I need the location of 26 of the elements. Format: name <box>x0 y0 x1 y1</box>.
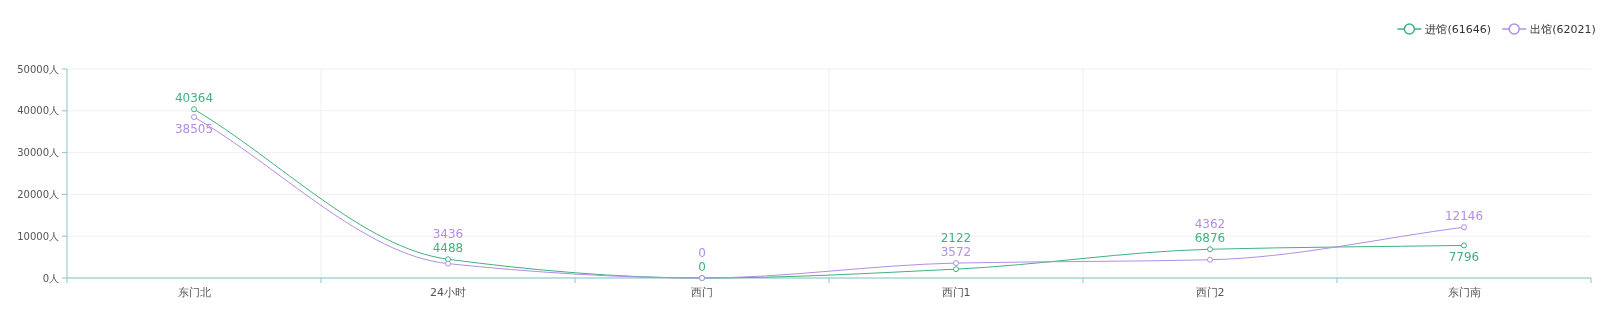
x-tick-label: 西门 <box>691 286 713 299</box>
x-tick-label: 西门2 <box>1195 286 1225 299</box>
data-label: 6876 <box>1194 231 1226 246</box>
data-label: 3572 <box>940 245 972 260</box>
data-label: 0 <box>698 260 706 274</box>
y-tick-label: 40000人 <box>17 105 59 117</box>
y-tick-label: 20000人 <box>17 188 59 200</box>
data-label: 0 <box>698 246 706 260</box>
data-label: 2122 <box>940 231 972 246</box>
legend-label: 出馆(62021) <box>1530 23 1596 36</box>
x-tick-label: 东门南 <box>1447 286 1481 299</box>
x-tick-label: 西门1 <box>941 286 971 299</box>
legend-label: 进馆(61646) <box>1425 23 1491 36</box>
data-label: 38505 <box>174 122 214 137</box>
data-label: 40364 <box>174 91 214 106</box>
data-label: 7796 <box>1448 250 1480 265</box>
data-label: 4362 <box>1194 217 1226 232</box>
data-label: 3436 <box>432 227 464 242</box>
y-tick-label: 50000人 <box>17 63 59 75</box>
x-tick-label: 24小时 <box>430 286 466 299</box>
y-tick-label: 30000人 <box>17 147 59 159</box>
y-tick-label: 0人 <box>42 272 59 284</box>
x-tick-label: 东门北 <box>177 286 211 299</box>
data-label: 4488 <box>432 241 464 256</box>
data-label: 12146 <box>1444 209 1484 224</box>
y-tick-label: 10000人 <box>17 230 59 242</box>
